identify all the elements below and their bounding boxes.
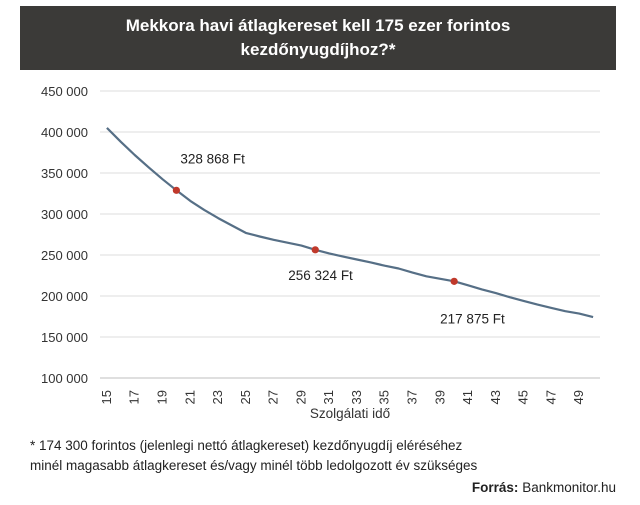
y-tick-label: 200 000 [41, 289, 88, 304]
line-chart: 100 000 150 000 200 000 250 000 300 000 350 0… [41, 84, 600, 421]
y-tick-label: 350 000 [41, 166, 88, 181]
x-tick-label: 49 [571, 390, 586, 404]
footnote: * 174 300 forintos (jelenlegi nettó átla… [30, 436, 620, 476]
data-label: 217 875 Ft [440, 311, 505, 326]
source-credit: Forrás: Bankmonitor.hu [472, 480, 616, 495]
y-tick-label: 400 000 [41, 125, 88, 140]
data-label: 256 324 Ft [288, 268, 353, 283]
x-tick-label: 39 [432, 390, 447, 404]
x-tick-label: 31 [321, 390, 336, 404]
x-tick-label: 25 [238, 390, 253, 404]
x-tick-label: 17 [127, 390, 142, 404]
x-tick-label: 41 [460, 390, 475, 404]
x-tick-label: 47 [543, 390, 558, 404]
y-tick-label: 150 000 [41, 330, 88, 345]
footnote-line-1: * 174 300 forintos (jelenlegi nettó átla… [30, 438, 463, 453]
x-tick-label: 15 [99, 390, 114, 404]
x-tick-label: 21 [182, 390, 197, 404]
data-marker [172, 186, 180, 194]
series-line [106, 127, 594, 319]
y-tick-label: 450 000 [41, 84, 88, 99]
source-label: Forrás: [471, 480, 519, 495]
x-tick-label: 29 [293, 390, 308, 404]
x-tick-label: 27 [266, 390, 281, 404]
x-tick-label: 33 [349, 390, 364, 404]
x-tick-label: 19 [155, 390, 170, 404]
x-tick-label: 43 [488, 390, 503, 404]
chart-title-line-2: kezdőnyugdíjhoz?* [240, 40, 396, 59]
x-axis-label: Szolgálati idő [310, 406, 390, 421]
chart-title-bar: Mekkora havi átlagkereset kell 175 ezer … [20, 6, 616, 70]
y-tick-label: 100 000 [41, 371, 88, 386]
data-label: 328 868 Ft [180, 151, 245, 166]
data-marker [450, 277, 458, 285]
x-tick-label: 45 [516, 390, 531, 404]
source-value: Bankmonitor.hu [522, 480, 616, 495]
chart-title-line-1: Mekkora havi átlagkereset kell 175 ezer … [125, 16, 511, 35]
x-tick-label: 23 [210, 390, 225, 404]
x-tick-label: 37 [405, 390, 420, 404]
y-tick-label: 300 000 [41, 207, 88, 222]
footnote-line-2: minél magasabb átlagkereset és/vagy miné… [30, 458, 478, 473]
x-tick-label: 35 [377, 390, 392, 404]
y-tick-label: 250 000 [41, 248, 88, 263]
data-marker [311, 246, 319, 254]
